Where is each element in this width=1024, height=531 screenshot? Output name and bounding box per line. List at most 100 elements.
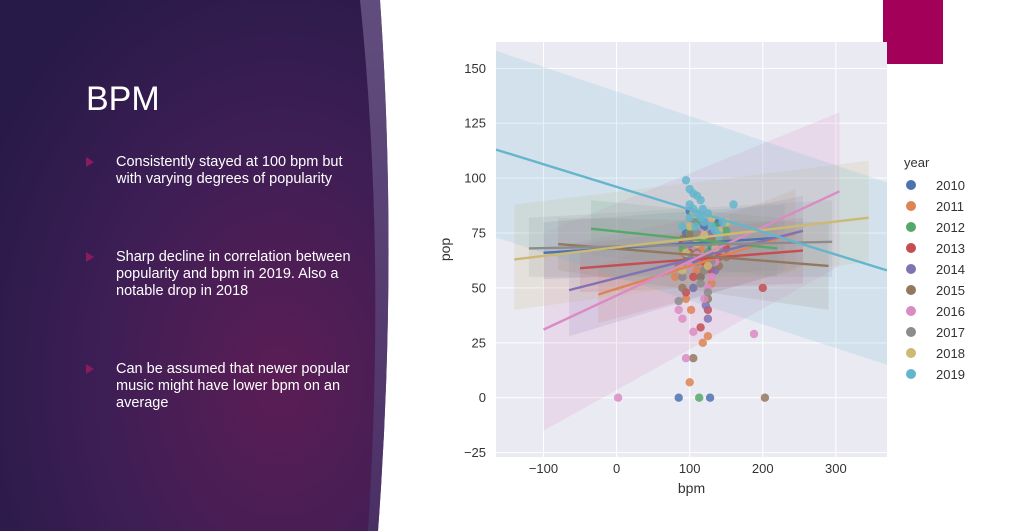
- regression-line-2014: [568, 229, 804, 292]
- legend-label: 2013: [936, 241, 965, 256]
- bullet-item: Can be assumed that newer popular music …: [86, 361, 356, 412]
- data-point-2015: [760, 393, 770, 402]
- data-point-2012: [695, 393, 704, 402]
- data-point-2016: [674, 305, 683, 315]
- y-tick-label: 0: [479, 390, 486, 405]
- data-point-2017: [674, 296, 683, 306]
- data-point-2016: [689, 327, 698, 336]
- panel-background: [0, 0, 389, 531]
- data-point-2012: [722, 226, 731, 235]
- data-point-2019: [681, 176, 691, 185]
- legend-marker: [906, 222, 916, 232]
- regression-line-2019: [496, 148, 887, 272]
- data-point-2014: [703, 314, 713, 323]
- bullet-item: Consistently stayed at 100 bpm but with …: [86, 154, 356, 188]
- data-point-2011: [681, 294, 691, 304]
- data-point-2013: [758, 283, 767, 293]
- x-axis-label: bpm: [678, 480, 705, 496]
- x-tick-label: 0: [613, 461, 620, 476]
- data-point-2016: [678, 314, 687, 323]
- title-panel: BPM Consistently stayed at 100 bpm but w…: [0, 0, 395, 531]
- confidence-band-2016: [543, 112, 840, 431]
- data-point-2016: [749, 329, 759, 339]
- legend-marker: [906, 264, 916, 274]
- scatter-chart: −100 0 100 200 300 −25 0 25 50 75 100 125 150 bpm pop y…: [437, 42, 965, 496]
- regression-line-2016: [542, 190, 841, 331]
- legend-marker: [906, 348, 916, 358]
- y-tick-label: 50: [472, 280, 486, 295]
- data-point-2011: [698, 338, 707, 347]
- data-point-2019: [700, 217, 709, 227]
- data-point-2019: [698, 204, 707, 214]
- data-point-2013: [689, 272, 698, 282]
- bullet-text: Can be assumed that newer popular music …: [116, 361, 350, 411]
- legend-label: 2010: [936, 178, 965, 193]
- bullet-arrow-icon: [86, 364, 94, 374]
- legend-label: 2018: [936, 346, 965, 361]
- legend-label: 2017: [936, 325, 965, 340]
- legend-label: 2016: [936, 304, 965, 319]
- legend-marker: [906, 327, 916, 337]
- data-point-2011: [703, 332, 713, 341]
- accent-box: [883, 0, 943, 64]
- data-point-2017: [703, 288, 713, 297]
- legend-title: year: [904, 155, 930, 170]
- legend-marker: [906, 180, 916, 190]
- data-point-2011: [692, 266, 702, 275]
- y-axis-label: pop: [437, 238, 453, 262]
- grid: [496, 42, 887, 457]
- legend-label: 2019: [936, 367, 965, 382]
- data-point-2019: [678, 222, 687, 231]
- data-point-2016: [681, 354, 691, 363]
- data-point-2014: [689, 283, 698, 293]
- x-tick-label: 100: [679, 461, 701, 476]
- data-point-2015: [689, 354, 698, 363]
- legend-marker: [906, 285, 916, 295]
- y-tick-label: 25: [472, 335, 486, 350]
- data-point-2011: [686, 305, 696, 315]
- bullet-text: Sharp decline in correlation between pop…: [116, 249, 351, 299]
- y-tick-label: −25: [464, 445, 486, 460]
- data-point-2019: [696, 195, 705, 205]
- bullet-arrow-icon: [86, 252, 94, 262]
- legend-label: 2012: [936, 220, 965, 235]
- data-point-2015: [696, 272, 705, 282]
- data-point-2017: [696, 279, 705, 288]
- legend-label: 2015: [936, 283, 965, 298]
- x-tick-label: 200: [752, 461, 774, 476]
- data-point-2019: [729, 200, 738, 209]
- data-point-2016: [700, 294, 709, 304]
- legend-marker: [906, 306, 916, 316]
- legend: year 2010 2011 2012 2013 2014 2015 2016 2017 2018…: [904, 155, 965, 382]
- data-point-2019: [691, 222, 700, 231]
- data-point-2017: [692, 228, 702, 238]
- legend-label: 2014: [936, 262, 965, 277]
- y-tick-label: 150: [464, 61, 486, 76]
- data-point-2016: [707, 272, 716, 282]
- plot-layer: [496, 50, 887, 431]
- bullet-text: Consistently stayed at 100 bpm but with …: [116, 154, 343, 187]
- y-tick-label: 100: [464, 171, 486, 186]
- data-point-2017: [678, 272, 687, 282]
- data-point-2018: [685, 222, 694, 231]
- regression-line-2017: [528, 240, 833, 250]
- data-point-2010: [705, 393, 715, 402]
- slide-title: BPM: [86, 80, 160, 118]
- y-tick-label: 125: [464, 116, 486, 131]
- data-point-2011: [670, 272, 680, 282]
- legend-marker: [906, 243, 916, 253]
- data-point-2018: [703, 261, 713, 271]
- bullet-arrow-icon: [86, 157, 94, 167]
- x-tick-label: 300: [825, 461, 847, 476]
- legend-label: 2011: [936, 199, 964, 214]
- legend-marker: [906, 201, 916, 211]
- data-point-2014: [701, 301, 710, 310]
- regression-line-2018: [514, 216, 869, 261]
- bullet-item: Sharp decline in correlation between pop…: [86, 249, 356, 300]
- legend-marker: [906, 369, 916, 379]
- x-tick-label: −100: [529, 461, 558, 476]
- data-point-2013: [696, 323, 705, 332]
- data-point-2015: [678, 283, 687, 293]
- data-point-2016: [613, 393, 623, 402]
